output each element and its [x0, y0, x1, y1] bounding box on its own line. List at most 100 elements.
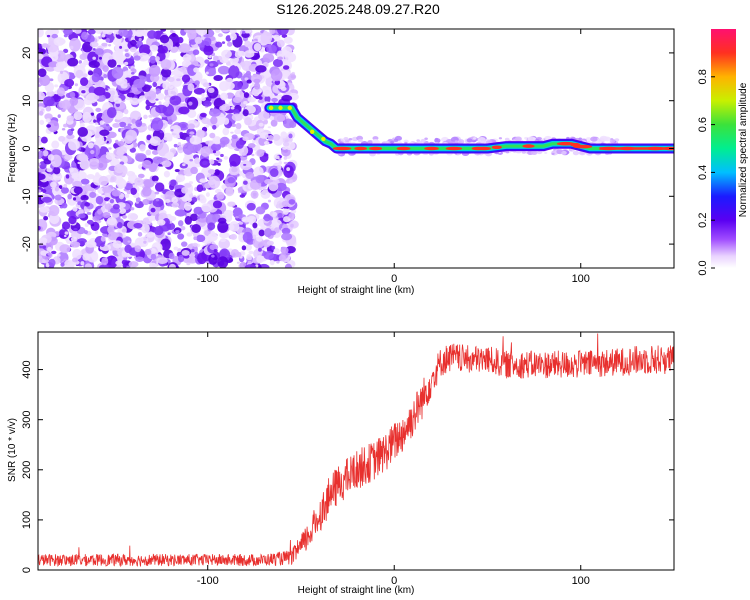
noise-blob — [88, 86, 96, 95]
noise-blob — [91, 73, 100, 83]
noise-blob — [215, 41, 223, 48]
noise-blob — [245, 244, 252, 251]
noise-blob — [242, 231, 253, 243]
noise-blob — [106, 216, 117, 226]
halo-blob — [348, 138, 353, 141]
noise-blob — [231, 113, 243, 122]
noise-blob — [160, 67, 172, 78]
noise-blob — [133, 222, 143, 229]
halo-blob — [385, 140, 390, 145]
noise-blob — [229, 29, 237, 34]
noise-blob — [187, 29, 197, 40]
halo-blob — [551, 152, 555, 156]
noise-blob — [220, 153, 224, 158]
noise-blob — [199, 196, 207, 204]
hot-spot — [332, 146, 352, 151]
noise-blob — [53, 166, 61, 175]
noise-blob — [269, 29, 276, 35]
noise-blob — [170, 125, 181, 134]
noise-blob — [105, 37, 111, 43]
noise-blob — [54, 186, 59, 192]
noise-blob — [145, 104, 151, 111]
noise-blob — [245, 70, 251, 76]
noise-blob — [87, 70, 94, 76]
noise-blob — [86, 212, 92, 215]
noise-blob — [112, 203, 120, 210]
halo-blob — [572, 150, 580, 156]
noise-blob — [129, 46, 137, 53]
noise-blob — [46, 167, 53, 173]
noise-blob — [69, 45, 74, 50]
noise-blob — [89, 41, 99, 48]
noise-blob — [93, 95, 100, 100]
noise-blob — [49, 61, 59, 68]
noise-blob — [207, 222, 216, 231]
noise-blob — [282, 208, 289, 215]
noise-blob — [172, 37, 177, 41]
noise-blob — [192, 49, 200, 56]
noise-blob — [255, 206, 266, 215]
noise-blob — [235, 122, 242, 130]
noise-blob — [182, 163, 186, 167]
halo-blob — [434, 137, 439, 141]
snr-x-tick-label: 100 — [572, 575, 590, 587]
halo-blob — [340, 138, 344, 141]
noise-blob — [45, 29, 53, 37]
noise-blob — [278, 160, 283, 165]
noise-blob — [196, 184, 204, 193]
noise-blob — [236, 261, 240, 264]
noise-blob — [72, 257, 79, 263]
noise-blob — [226, 41, 233, 47]
spectrogram-y-tick-label: 20 — [21, 47, 33, 59]
noise-blob — [272, 211, 278, 217]
noise-blob — [194, 251, 198, 255]
noise-blob — [220, 92, 228, 101]
noise-blob — [127, 212, 138, 221]
noise-blob — [284, 263, 293, 268]
noise-blob — [203, 100, 212, 107]
spectrogram-x-tick-label: 100 — [572, 273, 590, 285]
spectrogram-y-tick-label: 10 — [21, 95, 33, 107]
noise-blob — [53, 37, 65, 46]
noise-blob — [159, 34, 170, 44]
noise-blob — [189, 131, 195, 135]
noise-blob — [155, 104, 168, 114]
noise-blob — [209, 244, 219, 251]
noise-blob — [222, 117, 230, 125]
noise-blob — [102, 212, 111, 219]
noise-blob — [205, 71, 209, 75]
noise-blob — [214, 169, 220, 176]
noise-blob — [58, 135, 66, 142]
noise-blob — [122, 236, 132, 246]
noise-blob — [55, 61, 68, 69]
noise-blob — [155, 88, 161, 95]
noise-blob — [264, 95, 271, 103]
colorbar-tick-label: 0.2 — [697, 213, 709, 228]
noise-blob — [282, 73, 289, 79]
noise-blob — [97, 208, 103, 215]
noise-blob — [168, 215, 177, 222]
colorbar-label: Normalized spectral amplitude — [738, 82, 749, 217]
snr-x-tick-label: -100 — [197, 575, 219, 587]
noise-blob — [255, 174, 265, 184]
noise-blob — [199, 112, 207, 118]
noise-blob — [282, 118, 295, 129]
hot-spot — [369, 146, 383, 151]
noise-blob — [179, 132, 184, 137]
noise-blob — [142, 198, 150, 206]
noise-blob — [191, 248, 195, 253]
noise-blob — [260, 31, 273, 44]
noise-blob — [194, 80, 200, 86]
noise-blob — [202, 82, 210, 88]
noise-blob — [262, 53, 275, 63]
noise-blob — [200, 146, 211, 157]
noise-blob — [284, 52, 297, 63]
noise-blob — [283, 161, 288, 165]
noise-blob — [195, 29, 208, 36]
noise-blob — [119, 45, 123, 49]
noise-blob — [193, 87, 206, 95]
noise-blob — [179, 66, 187, 73]
noise-blob — [123, 83, 128, 86]
noise-blob — [78, 153, 86, 160]
noise-blob — [82, 253, 90, 261]
